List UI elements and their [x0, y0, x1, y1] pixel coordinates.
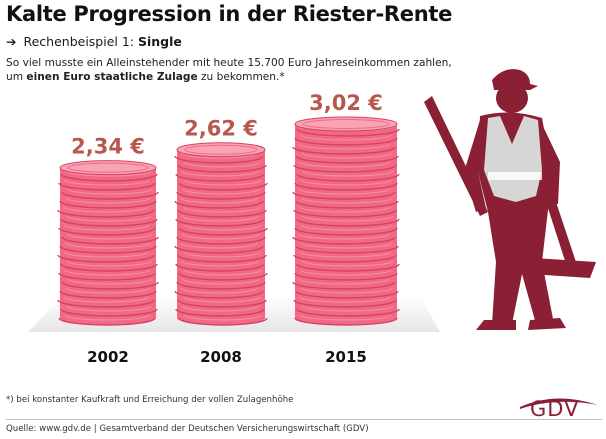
footer-divider: [6, 419, 602, 420]
category-label-2015: 2015: [325, 348, 367, 366]
description-post: zu bekommen.*: [201, 71, 285, 83]
logo-swoosh-icon: [520, 398, 598, 409]
coin-stack-2015: [292, 116, 400, 326]
subtitle-prefix: Rechenbeispiel 1:: [23, 34, 135, 49]
coin-stack-2002: [57, 160, 159, 326]
subtitle-bold: Single: [138, 34, 182, 49]
worker-with-cart-icon: [424, 69, 596, 330]
description: So viel musste ein Alleinstehender mit h…: [6, 56, 476, 84]
source-line: Quelle: www.gdv.de | Gesamtverband der D…: [6, 424, 369, 434]
value-label-2008: 2,62 €: [184, 117, 258, 141]
description-bold: einen Euro staatliche Zulage: [26, 71, 198, 83]
footnote: *) bei konstanter Kaufkraft und Erreichu…: [6, 395, 294, 405]
category-label-2002: 2002: [87, 348, 129, 366]
arrow-right-icon: ➔: [6, 34, 17, 49]
page-title: Kalte Progression in der Riester-Rente: [6, 2, 453, 26]
logo-text: GDV: [530, 397, 580, 421]
subtitle: ➔ Rechenbeispiel 1: Single: [6, 34, 182, 49]
description-pre: um: [6, 71, 24, 83]
category-label-2008: 2008: [200, 348, 242, 366]
description-line-2: um einen Euro staatliche Zulage zu bekom…: [6, 70, 476, 84]
value-label-2015: 3,02 €: [309, 91, 383, 115]
value-label-2002: 2,34 €: [71, 135, 145, 159]
coin-stack-2008: [174, 142, 268, 326]
gdv-logo: GDV: [516, 395, 602, 435]
description-line-1: So viel musste ein Alleinstehender mit h…: [6, 57, 452, 69]
